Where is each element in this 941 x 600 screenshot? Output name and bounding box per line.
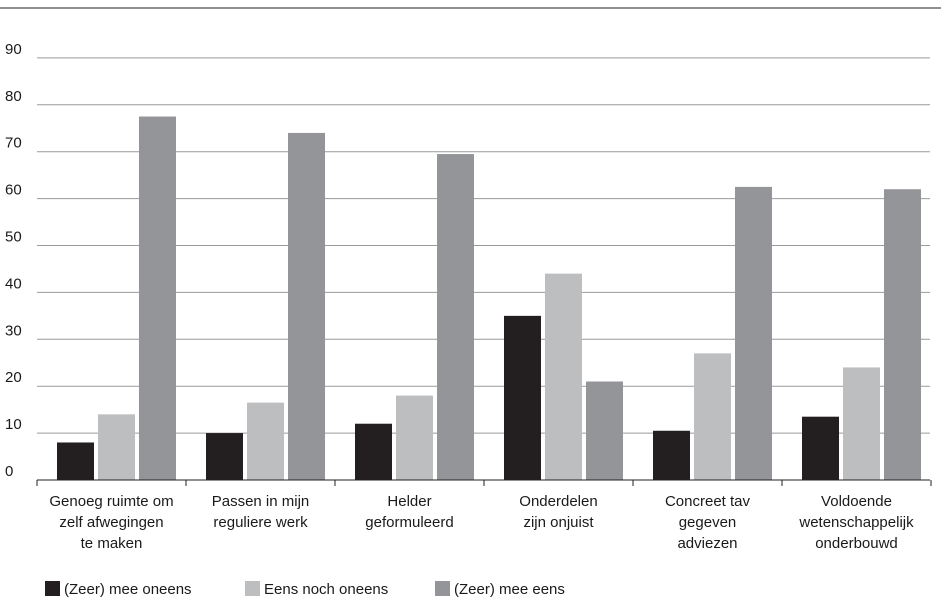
y-tick-label: 10 [5,416,22,433]
bar [586,381,623,480]
legend-label: (Zeer) mee oneens [64,581,192,598]
y-tick-label: 20 [5,369,22,386]
legend-item: (Zeer) mee eens [435,581,565,598]
bar [653,430,690,480]
bar [247,402,284,480]
category-label: Passen in mijn reguliere werk [212,493,310,531]
legend-swatch [245,581,260,596]
category-label: Genoeg ruimte om zelf afwegingen te maken [49,493,173,552]
y-tick-label: 50 [5,229,22,246]
bar [802,416,839,480]
y-tick-label: 80 [5,88,22,105]
bar [545,273,582,480]
bar [504,315,541,480]
category-label: Voldoende wetenschappelijk onderbouwd [798,493,914,552]
category-label: Onderdelen zijn onjuist [519,493,597,531]
y-tick-label: 70 [5,135,22,152]
bar [57,442,94,480]
bar [735,186,772,480]
bar [139,116,176,481]
legend-label: (Zeer) mee eens [454,581,565,598]
category-label: Helder geformuleerd [365,493,453,531]
bar [396,395,433,480]
legend-swatch [45,581,60,596]
bar [884,189,921,480]
bar [694,353,731,480]
legend-item: (Zeer) mee oneens [45,581,192,598]
legend: (Zeer) mee oneens Eens noch oneens (Zeer) … [45,581,565,598]
legend-item: Eens noch oneens [245,581,388,598]
legend-swatch [435,581,450,596]
bar [437,154,474,481]
bar [355,423,392,480]
x-axis [36,479,932,486]
legend-label: Eens noch oneens [264,581,388,598]
y-tick-label: 30 [5,322,22,339]
bars [57,116,921,481]
bar [843,367,880,480]
y-tick-label: 0 [5,463,13,480]
x-axis-categories: Genoeg ruimte om zelf afwegingen te maken P… [49,493,914,552]
bar [288,132,325,480]
bar [98,414,135,480]
gridlines [37,57,930,434]
y-tick-label: 90 [5,41,22,58]
bar [206,433,243,480]
y-tick-label: 40 [5,275,22,292]
y-axis-ticks: 0 10 20 30 40 50 60 70 80 90 [5,41,22,480]
y-tick-label: 60 [5,182,22,199]
category-label: Concreet tav gegeven adviezen [665,493,751,552]
